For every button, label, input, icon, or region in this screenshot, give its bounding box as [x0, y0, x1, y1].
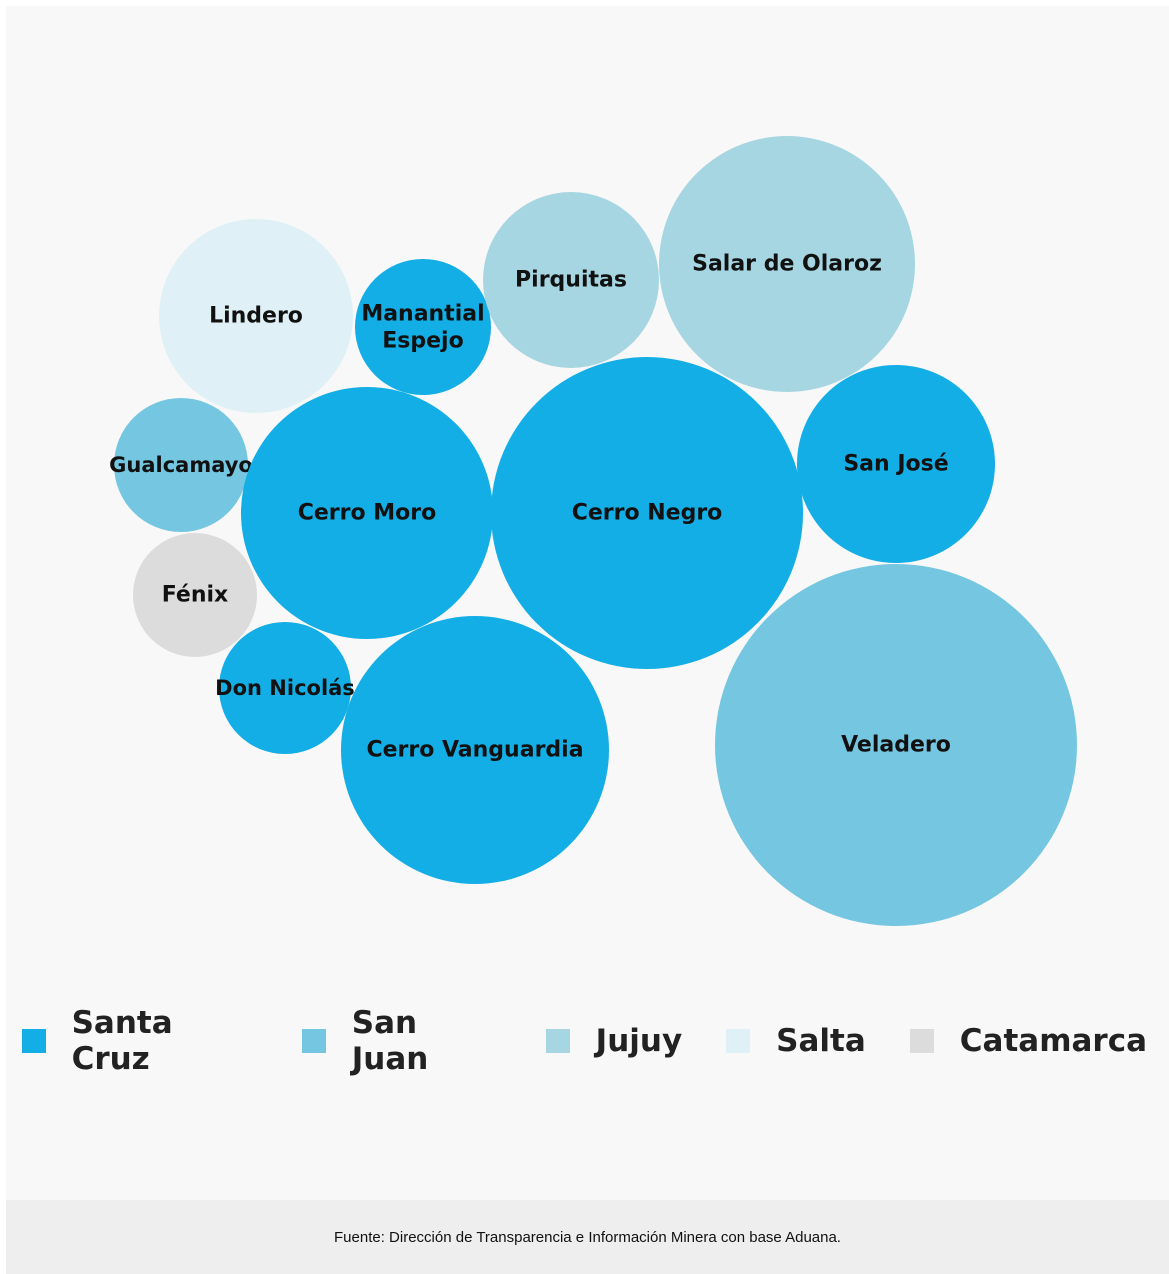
legend-item-san-juan: San Juan	[302, 1005, 501, 1077]
legend-label: Jujuy	[595, 1023, 683, 1059]
bubble-pirquitas	[483, 192, 659, 368]
legend: Santa Cruz San Juan Jujuy Salta Catamarc…	[0, 1005, 1169, 1077]
bubble-chart: Lindero Manantial Espejo Pirquitas Salar de …	[109, 136, 1077, 926]
legend-label: Salta	[776, 1023, 866, 1059]
legend-label: Catamarca	[959, 1023, 1147, 1059]
legend-swatch-san-juan	[302, 1029, 326, 1053]
bubble-lindero	[159, 219, 353, 413]
bubble-manantial-espejo	[355, 259, 491, 395]
bubble-san-jose	[797, 365, 995, 563]
bubble-veladero	[715, 564, 1077, 926]
bubble-label-cerro-negro: Cerro Negro	[572, 501, 723, 526]
bubble-cerro-moro	[241, 387, 493, 639]
bubble-don-nicolas	[219, 622, 351, 754]
legend-item-salta: Salta	[726, 1023, 866, 1059]
bubble-label-manantial-espejo: Manantial Espejo	[361, 301, 484, 353]
bubble-fenix	[133, 533, 257, 657]
bubble-group: Lindero Manantial Espejo Pirquitas Salar de …	[109, 136, 1077, 926]
legend-swatch-santa-cruz	[22, 1029, 46, 1053]
bubble-label-veladero: Veladero	[841, 733, 951, 758]
bubble-salar-de-olaroz	[659, 136, 915, 392]
bubble-label-cerro-vanguardia: Cerro Vanguardia	[366, 738, 583, 763]
bubble-label-don-nicolas: Don Nicolás	[215, 676, 355, 700]
bubble-label-salar-de-olaroz: Salar de Olaroz	[692, 252, 882, 277]
bubble-cerro-vanguardia	[341, 616, 609, 884]
bubble-label-lindero: Lindero	[209, 304, 303, 329]
bubble-label-san-jose: San José	[843, 452, 948, 477]
legend-swatch-catamarca	[909, 1029, 934, 1053]
bubble-gualcamayo	[114, 398, 248, 532]
bubble-label-pirquitas: Pirquitas	[515, 268, 627, 293]
legend-item-santa-cruz: Santa Cruz	[22, 1005, 258, 1077]
legend-item-catamarca: Catamarca	[909, 1023, 1147, 1059]
legend-swatch-jujuy	[545, 1029, 570, 1053]
legend-item-jujuy: Jujuy	[545, 1023, 683, 1059]
bubble-cerro-negro	[491, 357, 803, 669]
source-note: Fuente: Dirección de Transparencia e Inf…	[334, 1228, 841, 1246]
source-footer: Fuente: Dirección de Transparencia e Inf…	[6, 1200, 1169, 1274]
legend-swatch-salta	[726, 1029, 751, 1053]
bubble-label-fenix: Fénix	[162, 583, 228, 608]
bubble-label-cerro-moro: Cerro Moro	[298, 501, 437, 526]
bubble-label-gualcamayo: Gualcamayo	[109, 453, 253, 477]
legend-label: Santa Cruz	[71, 1005, 173, 1077]
legend-label: San Juan	[351, 1005, 429, 1077]
